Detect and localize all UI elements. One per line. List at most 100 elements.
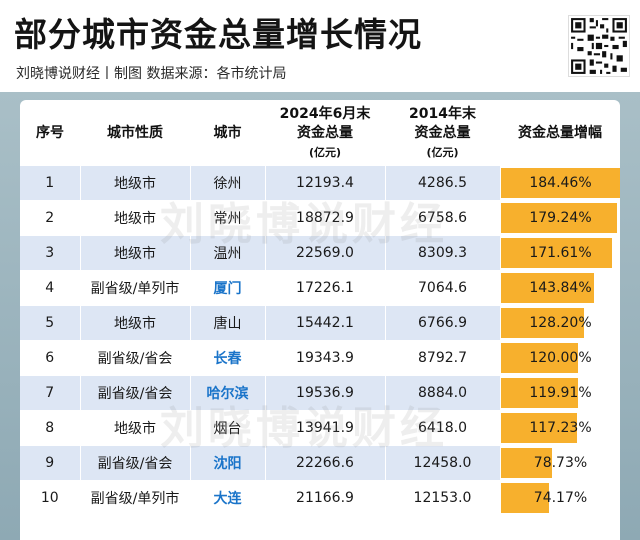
growth-label: 117.23%: [529, 420, 592, 436]
data-table-card: 序号 城市性质 城市 2024年6月末 资金总量 (亿元) 2014年末 资金总…: [20, 100, 620, 540]
growth-label: 74.17%: [533, 490, 588, 506]
col-header-2014: 2014年末 资金总量 (亿元): [385, 100, 500, 166]
row-value-2014: 8792.7: [385, 340, 501, 376]
row-value-2014: 7064.6: [385, 270, 501, 306]
col-header-growth: 资金总量增幅: [518, 124, 602, 141]
growth-label: 120.00%: [529, 350, 592, 366]
growth-label: 184.46%: [529, 175, 592, 191]
row-city: 大连: [190, 480, 266, 516]
table-row: 9 副省级/省会 沈阳 22266.6 12458.0 78.73%: [20, 445, 620, 481]
growth-label: 119.91%: [529, 385, 592, 401]
row-city: 沈阳: [190, 445, 266, 481]
row-value-2024: 17226.1: [265, 270, 386, 306]
col-header-type: 城市性质: [107, 124, 163, 141]
growth-bar: [500, 343, 578, 373]
table-header-row: 序号 城市性质 城市 2024年6月末 资金总量 (亿元) 2014年末 资金总…: [20, 100, 620, 166]
row-city: 温州: [190, 235, 266, 271]
row-index: 3: [20, 235, 81, 271]
row-growth: 119.91%: [500, 375, 620, 411]
table-row: 4 副省级/单列市 厦门 17226.1 7064.6 143.84%: [20, 270, 620, 306]
col-header-2014-line2: 资金总量: [414, 124, 471, 141]
row-city-type: 副省级/单列市: [80, 480, 191, 516]
table-row: 3 地级市 温州 22569.0 8309.3 171.61%: [20, 235, 620, 271]
table-row: 8 地级市 烟台 13941.9 6418.0 117.23%: [20, 410, 620, 446]
growth-bar: [500, 483, 549, 513]
row-city-type: 地级市: [80, 305, 191, 341]
row-growth: 74.17%: [500, 480, 620, 516]
row-value-2014: 12153.0: [385, 480, 501, 516]
row-value-2014: 6418.0: [385, 410, 501, 446]
table-row: 1 地级市 徐州 12193.4 4286.5 184.46%: [20, 166, 620, 201]
growth-label: 78.73%: [533, 455, 588, 471]
row-value-2014: 8884.0: [385, 375, 501, 411]
col-header-city: 城市: [213, 124, 242, 141]
growth-bar: [500, 378, 578, 408]
row-city: 烟台: [190, 410, 266, 446]
row-city-type: 地级市: [80, 410, 191, 446]
row-value-2024: 22266.6: [265, 445, 386, 481]
row-value-2024: 22569.0: [265, 235, 386, 271]
row-growth: 120.00%: [500, 340, 620, 376]
row-value-2024: 12193.4: [265, 166, 386, 201]
header: 部分城市资金总量增长情况 刘晓博说财经丨制图 数据来源：各市统计局: [0, 0, 640, 92]
row-growth: 128.20%: [500, 305, 620, 341]
row-city-type: 地级市: [80, 166, 191, 201]
table-body: 1 地级市 徐州 12193.4 4286.5 184.46% 2 地级市 常州 18872.9 6…: [20, 166, 620, 516]
col-header-index: 序号: [36, 124, 64, 141]
growth-bar: [500, 448, 552, 478]
row-city: 徐州: [190, 166, 266, 201]
row-growth: 117.23%: [500, 410, 620, 446]
row-index: 6: [20, 340, 81, 376]
table-row: 10 副省级/单列市 大连 21166.9 12153.0 74.17%: [20, 480, 620, 516]
growth-bar: [500, 413, 577, 443]
row-growth: 184.46%: [500, 166, 620, 201]
row-value-2024: 13941.9: [265, 410, 386, 446]
row-value-2014: 6766.9: [385, 305, 501, 341]
growth-label: 128.20%: [529, 315, 592, 331]
row-value-2014: 4286.5: [385, 166, 501, 201]
row-value-2024: 15442.1: [265, 305, 386, 341]
table-row: 6 副省级/省会 长春 19343.9 8792.7 120.00%: [20, 340, 620, 376]
row-growth: 179.24%: [500, 200, 620, 236]
growth-label: 171.61%: [529, 245, 592, 261]
row-city-type: 副省级/单列市: [80, 270, 191, 306]
page-title: 部分城市资金总量增长情况: [14, 15, 422, 54]
row-growth: 171.61%: [500, 235, 620, 271]
row-value-2014: 6758.6: [385, 200, 501, 236]
row-city-type: 地级市: [80, 235, 191, 271]
table-row: 2 地级市 常州 18872.9 6758.6 179.24%: [20, 200, 620, 236]
row-growth: 78.73%: [500, 445, 620, 481]
row-index: 2: [20, 200, 81, 236]
row-index: 9: [20, 445, 81, 481]
row-city: 常州: [190, 200, 266, 236]
growth-bar: [500, 203, 617, 233]
row-city: 长春: [190, 340, 266, 376]
row-index: 5: [20, 305, 81, 341]
row-value-2024: 21166.9: [265, 480, 386, 516]
col-header-2024-line2: 资金总量: [297, 124, 353, 141]
row-city: 厦门: [190, 270, 266, 306]
row-value-2024: 19536.9: [265, 375, 386, 411]
col-header-2014-unit: (亿元): [426, 145, 459, 159]
growth-bar: [500, 273, 594, 303]
growth-bar: [500, 168, 620, 198]
subtitle: 刘晓博说财经丨制图 数据来源：各市统计局: [16, 66, 287, 82]
growth-label: 143.84%: [529, 280, 592, 296]
table-row: 7 副省级/省会 哈尔滨 19536.9 8884.0 119.91%: [20, 375, 620, 411]
col-header-2024-line1: 2024年6月末: [279, 105, 371, 122]
row-value-2014: 12458.0: [385, 445, 501, 481]
row-city-type: 副省级/省会: [80, 340, 191, 376]
col-header-2014-line1: 2014年末: [409, 105, 476, 122]
row-index: 7: [20, 375, 81, 411]
row-growth: 143.84%: [500, 270, 620, 306]
row-index: 1: [20, 166, 81, 201]
row-city: 唐山: [190, 305, 266, 341]
row-index: 10: [20, 480, 81, 516]
growth-label: 179.24%: [529, 210, 592, 226]
row-city: 哈尔滨: [190, 375, 266, 411]
row-value-2024: 19343.9: [265, 340, 386, 376]
row-value-2024: 18872.9: [265, 200, 386, 236]
row-city-type: 副省级/省会: [80, 445, 191, 481]
row-index: 4: [20, 270, 81, 306]
growth-bar: [500, 238, 612, 268]
